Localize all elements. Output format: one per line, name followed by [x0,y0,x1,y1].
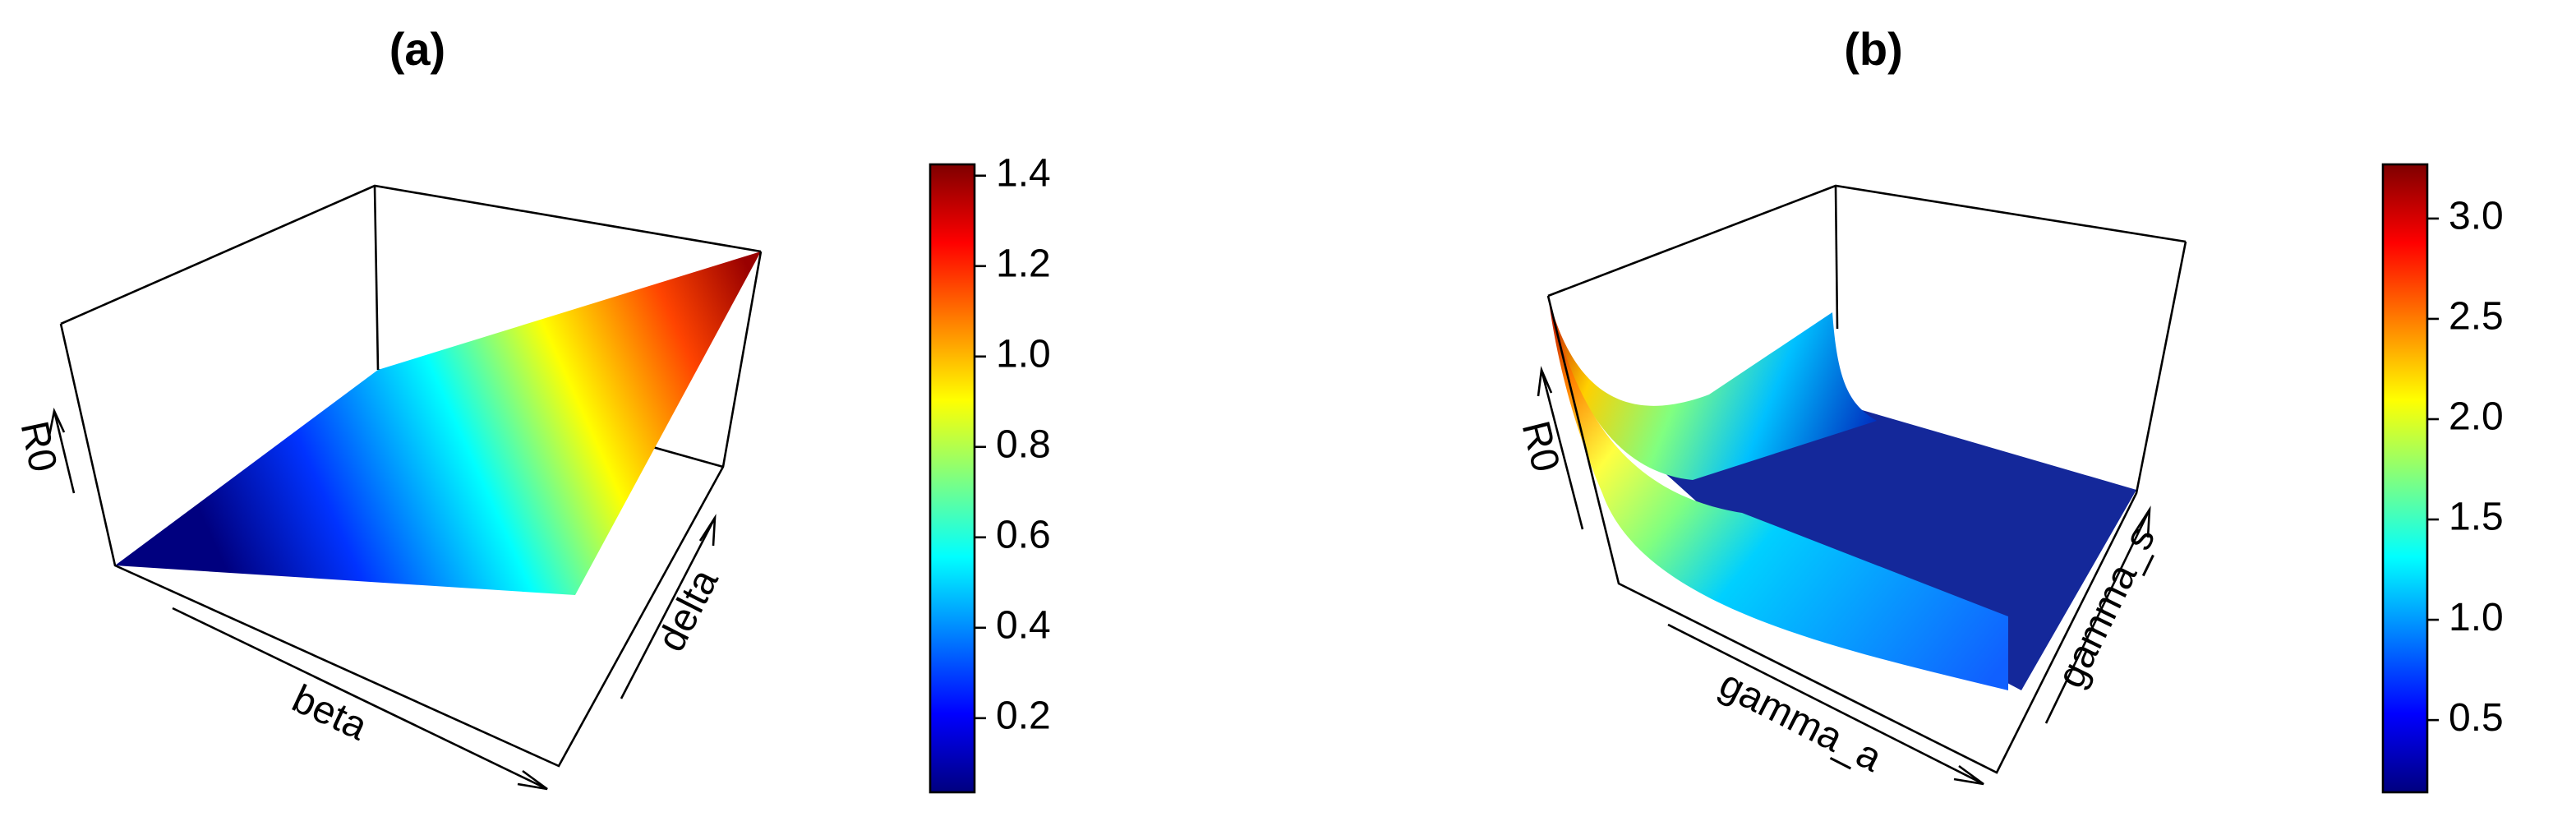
box-edge [373,185,380,371]
x-axis-label: gamma_a [1712,662,1889,780]
box-edge [1834,185,1839,330]
axis-arrow [2044,509,2151,724]
z-axis-label: R0 [12,418,65,476]
colorbar-tick-label: 1.0 [2449,596,2504,639]
colorbar-tick-label: 0.6 [996,513,1051,556]
surface [1548,296,1877,480]
surface [1660,408,2136,690]
colorbar-tick-label: 3.0 [2449,195,2504,238]
arrow-head [517,769,548,791]
axis-arrow [1667,623,1984,786]
arrow-head [48,407,66,436]
chart-title: (b) [1844,23,1903,75]
colorbar-tick-label: 0.4 [996,603,1051,647]
colorbar-tick-label: 1.0 [996,332,1051,376]
colorbar-tick-label: 0.2 [996,694,1051,737]
chart-title: (a) [389,23,445,75]
box-edge [1547,184,2187,298]
colorbar-tick-label: 1.4 [996,151,1051,195]
box-edge [59,251,763,768]
colorbar [2381,163,2429,794]
z-axis-label: R0 [1514,417,1568,476]
colorbar-tick-label: 2.5 [2449,295,2504,339]
panel-a: (a) beta delta R0 [12,23,763,791]
colorbar-tick-label: 1.2 [996,242,1051,285]
arrow-head [1537,366,1553,397]
axis-arrow [172,607,548,791]
colorbar-tick-label: 0.5 [2449,696,2504,740]
box-edge [1546,241,2187,774]
surface [115,251,761,595]
x-axis-label: beta [286,677,374,750]
axis-arrow [53,410,76,494]
axis-arrow [620,517,717,699]
arrow-head [698,514,717,547]
colorbar-tick-label: 2.0 [2449,395,2504,439]
surface [1548,296,2008,690]
arrow-head [2133,505,2151,538]
colorbar-tick-label: 1.5 [2449,496,2504,539]
colorbar [929,163,976,794]
colorbar-tick-label: 0.8 [996,422,1051,466]
panel-b: (b) gamma_a gamma_s R0 [1514,23,2187,786]
y-axis-label: delta [649,562,727,658]
axis-arrow [1540,369,1584,530]
arrow-head [1953,764,1984,786]
